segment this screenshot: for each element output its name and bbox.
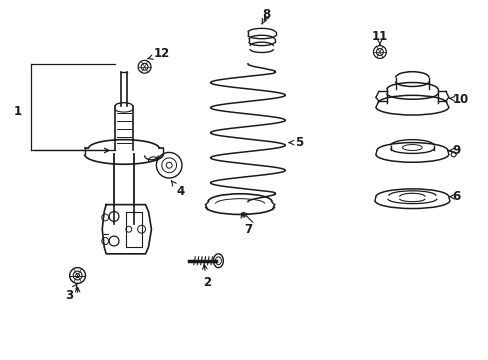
Text: 5: 5 [288,136,303,149]
Text: 11: 11 [371,30,387,43]
Text: 9: 9 [449,144,460,157]
Text: 2: 2 [202,265,210,289]
Text: 3: 3 [64,284,77,302]
Text: 8: 8 [262,8,270,24]
Text: 4: 4 [171,181,184,198]
Text: 6: 6 [449,190,460,203]
Text: 10: 10 [449,93,468,106]
Text: 12: 12 [147,48,169,60]
Text: 7: 7 [241,213,251,236]
Text: 1: 1 [13,105,21,118]
